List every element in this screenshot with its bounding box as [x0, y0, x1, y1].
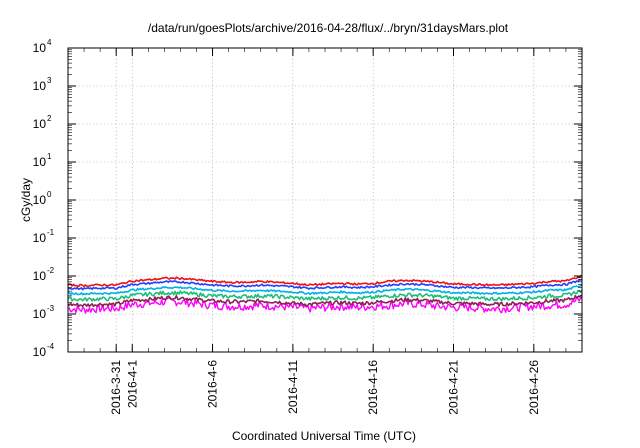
x-tick-label: 2016-3-31 [109, 360, 123, 415]
x-tick-label: 2016-4-16 [366, 360, 380, 415]
y-tick-exponent: 2 [47, 114, 52, 123]
x-tick-label: 2016-4-21 [447, 360, 461, 415]
y-tick-label: 10 [33, 269, 47, 283]
series-line [67, 294, 583, 308]
y-tick-label: 10 [33, 307, 47, 321]
series-line [67, 296, 583, 314]
y-tick-exponent: -2 [47, 266, 55, 275]
y-tick-label: 10 [33, 193, 47, 207]
y-tick-label: 10 [33, 79, 47, 93]
y-tick-exponent: 1 [47, 152, 52, 161]
y-tick-exponent: -4 [47, 342, 55, 351]
grid [68, 48, 582, 352]
series-line [67, 284, 583, 296]
y-tick-label: 10 [33, 117, 47, 131]
y-tick-label: 10 [33, 155, 47, 169]
y-tick-label: 10 [33, 41, 47, 55]
x-tick-label: 2016-4-11 [286, 360, 300, 414]
y-tick-label: 10 [33, 231, 47, 245]
series-line [67, 274, 583, 288]
y-tick-exponent: 3 [47, 76, 52, 85]
y-tick-label: 10 [33, 345, 47, 359]
y-axis-label: cGy/day [19, 178, 33, 222]
x-tick-label: 2016-4-6 [206, 360, 220, 408]
y-tick-exponent: -1 [47, 228, 55, 237]
x-axis: 2016-3-31 2016-4-1 2016-4-6 2016-4-11 2016-4… [83, 48, 567, 415]
y-tick-exponent: 0 [47, 190, 52, 199]
chart-title: /data/run/goesPlots/archive/2016-04-28/f… [148, 21, 509, 35]
x-tick-label: 2016-4-26 [527, 360, 541, 415]
series-line [67, 289, 583, 302]
series-line [67, 278, 583, 291]
x-tick-label: 2016-4-1 [125, 360, 139, 408]
y-tick-exponent: 4 [47, 38, 52, 47]
x-axis-label: Coordinated Universal Time (UTC) [232, 429, 416, 443]
series-layer [67, 274, 583, 314]
y-tick-exponent: -3 [47, 304, 55, 313]
